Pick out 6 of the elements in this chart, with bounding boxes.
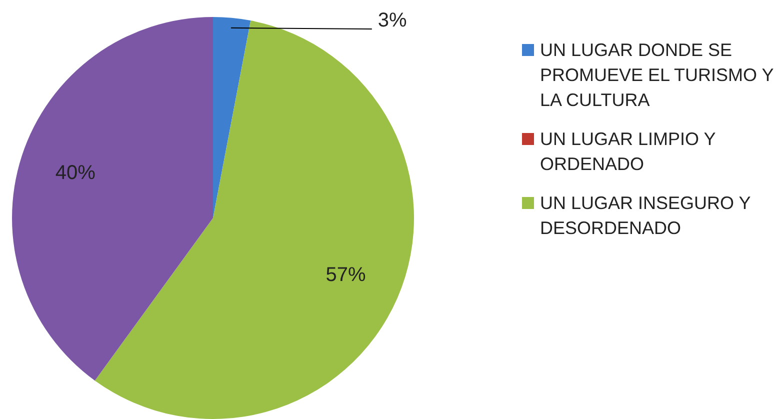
legend-label: UN LUGAR LIMPIO Y ORDENADO bbox=[540, 128, 716, 176]
data-label: 3% bbox=[378, 10, 408, 32]
data-label: 40% bbox=[55, 162, 96, 184]
legend-label: UN LUGAR DONDE SE PROMUEVE EL TURISMO Y LA CULTURA bbox=[540, 39, 774, 112]
data-label: 57% bbox=[326, 264, 366, 286]
legend-label: UN LUGAR INSEGURO Y DESORDENADO bbox=[540, 192, 752, 240]
